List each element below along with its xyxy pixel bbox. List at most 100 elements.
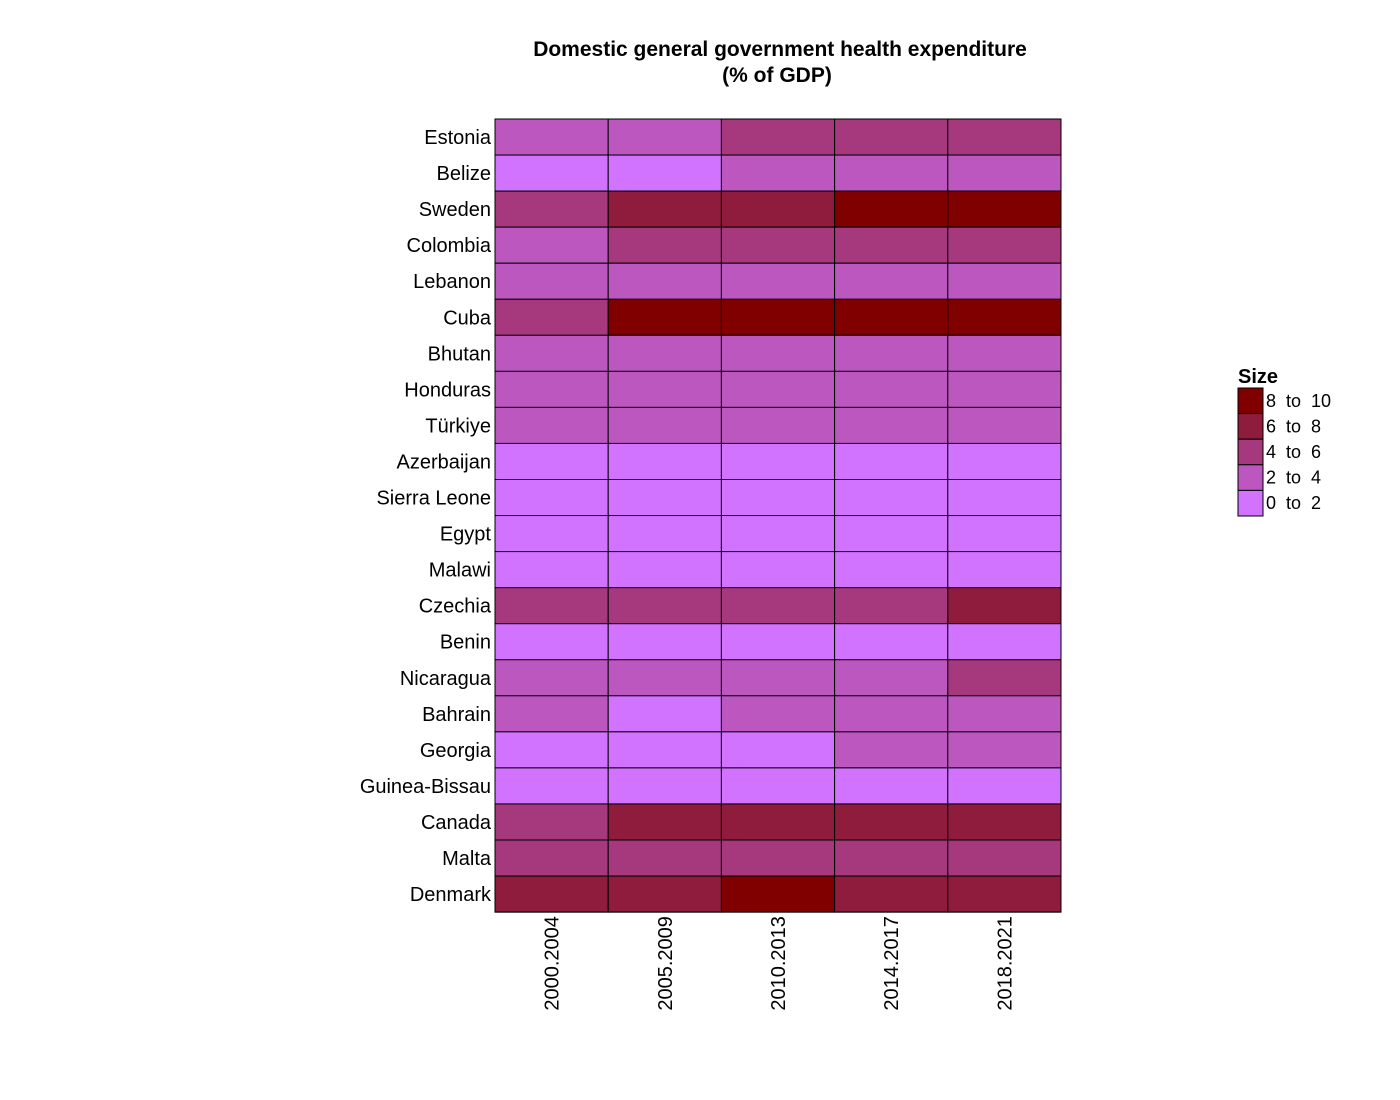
legend-swatch xyxy=(1237,438,1264,466)
y-tick-label: Bhutan xyxy=(428,343,491,365)
heatmap-cell-bahrain-2018-2021 xyxy=(947,695,1062,733)
heatmap-cell-malawi-2018-2021 xyxy=(947,551,1062,589)
legend-item: 0 to 2 xyxy=(1237,489,1321,517)
heatmap-cell-denmark-2000-2004 xyxy=(494,875,609,913)
heatmap-cell-honduras-2014-2017 xyxy=(834,370,949,408)
heatmap-cell-canada-2005-2009 xyxy=(607,803,722,841)
heatmap-cell-guinea-bissau-2014-2017 xyxy=(834,767,949,805)
legend-label: 0 to 2 xyxy=(1266,493,1321,513)
heatmap-cell-t-rkiye-2010-2013 xyxy=(720,406,836,444)
heatmap-frame xyxy=(494,118,1062,913)
chart-title-line-2: (% of GDP) xyxy=(722,64,832,87)
heatmap-cell-nicaragua-2000-2004 xyxy=(494,659,609,697)
heatmap-cell-estonia-2018-2021 xyxy=(947,118,1062,156)
heatmap-cell-cuba-2005-2009 xyxy=(607,298,722,336)
heatmap-cell-bhutan-2005-2009 xyxy=(607,334,722,372)
heatmap-cell-sweden-2005-2009 xyxy=(607,190,722,228)
y-tick-label: Czechia xyxy=(419,596,492,618)
heatmap-cell-honduras-2010-2013 xyxy=(720,370,836,408)
heatmap-cell-guinea-bissau-2000-2004 xyxy=(494,767,609,805)
y-axis-labels: Estonia Belize Sweden Colombia Lebanon Cuba Bh… xyxy=(360,127,492,906)
heatmap-cell-azerbaijan-2010-2013 xyxy=(720,442,836,481)
heatmap-cell-honduras-2018-2021 xyxy=(947,370,1062,408)
heatmap-cell-malawi-2014-2017 xyxy=(834,551,949,589)
heatmap-cell-canada-2010-2013 xyxy=(720,803,836,841)
heatmap-cell-denmark-2014-2017 xyxy=(834,875,949,913)
heatmap-cell-georgia-2014-2017 xyxy=(834,731,949,769)
heatmap-cell-lebanon-2014-2017 xyxy=(834,262,949,300)
legend-title: Size xyxy=(1238,366,1278,388)
legend-swatch xyxy=(1237,464,1264,491)
heatmap-cell-estonia-2000-2004 xyxy=(494,118,609,156)
x-tick-label: 2018.2021 xyxy=(994,916,1016,1011)
heatmap-cell-colombia-2000-2004 xyxy=(494,226,609,264)
heatmap-cell-colombia-2010-2013 xyxy=(720,226,836,264)
heatmap-cell-lebanon-2005-2009 xyxy=(607,262,722,300)
heatmap-cell-guinea-bissau-2010-2013 xyxy=(720,767,836,805)
heatmap-cell-benin-2000-2004 xyxy=(494,623,609,661)
heatmap-cell-bahrain-2014-2017 xyxy=(834,695,949,733)
legend-swatch xyxy=(1237,387,1264,415)
heatmap-cell-sweden-2018-2021 xyxy=(947,190,1062,228)
heatmap-cell-sierra-leone-2010-2013 xyxy=(720,479,836,517)
heatmap-cell-t-rkiye-2005-2009 xyxy=(607,406,722,444)
heatmap-cell-georgia-2010-2013 xyxy=(720,731,836,769)
heatmap-cell-czechia-2014-2017 xyxy=(834,587,949,625)
heatmap-cell-malta-2018-2021 xyxy=(947,839,1062,877)
x-tick-label: 2000.2004 xyxy=(542,916,564,1011)
heatmap-cell-georgia-2018-2021 xyxy=(947,731,1062,769)
y-tick-label: Georgia xyxy=(420,740,492,762)
y-tick-label: Türkiye xyxy=(425,415,491,437)
heatmap-cell-estonia-2005-2009 xyxy=(607,118,722,156)
y-tick-label: Nicaragua xyxy=(400,668,492,690)
heatmap-cell-malawi-2005-2009 xyxy=(607,551,722,589)
legend-label: 4 to 6 xyxy=(1266,442,1321,462)
y-tick-label: Lebanon xyxy=(413,271,491,293)
x-tick-label: 2010.2013 xyxy=(768,916,790,1011)
y-tick-label: Guinea-Bissau xyxy=(360,776,491,798)
x-tick-label: 2005.2009 xyxy=(655,916,677,1011)
heatmap-cell-sierra-leone-2014-2017 xyxy=(834,479,949,517)
heatmap-cell-belize-2018-2021 xyxy=(947,154,1062,192)
y-tick-label: Honduras xyxy=(404,379,491,401)
heatmap-cell-nicaragua-2005-2009 xyxy=(607,659,722,697)
chart-title-line-1: Domestic general government health expen… xyxy=(533,38,1027,61)
x-tick-label: 2014.2017 xyxy=(881,916,903,1011)
y-tick-label: Malawi xyxy=(429,560,491,582)
heatmap-cell-malawi-2000-2004 xyxy=(494,551,609,589)
heatmap-cell-malta-2014-2017 xyxy=(834,839,949,877)
heatmap-cell-sweden-2010-2013 xyxy=(720,190,836,228)
heatmap-cell-benin-2014-2017 xyxy=(834,623,949,661)
heatmap-cell-sierra-leone-2005-2009 xyxy=(607,479,722,517)
legend-label: 6 to 8 xyxy=(1266,416,1321,436)
heatmap-cell-azerbaijan-2000-2004 xyxy=(494,442,609,481)
heatmap-cell-sierra-leone-2000-2004 xyxy=(494,479,609,517)
heatmap-cell-estonia-2014-2017 xyxy=(834,118,949,156)
y-tick-label: Egypt xyxy=(440,524,492,546)
y-tick-label: Estonia xyxy=(424,127,492,149)
heatmap-cell-honduras-2005-2009 xyxy=(607,370,722,408)
heatmap-cell-sweden-2000-2004 xyxy=(494,190,609,228)
heatmap-cell-bahrain-2000-2004 xyxy=(494,695,609,733)
y-tick-label: Sierra Leone xyxy=(376,488,491,510)
heatmap-cell-guinea-bissau-2005-2009 xyxy=(607,767,722,805)
heatmap-cell-guinea-bissau-2018-2021 xyxy=(947,767,1062,805)
heatmap-cell-cuba-2010-2013 xyxy=(720,298,836,336)
heatmap-cell-belize-2000-2004 xyxy=(494,154,609,192)
heatmap-cell-cuba-2014-2017 xyxy=(834,298,949,336)
heatmap-cell-colombia-2005-2009 xyxy=(607,226,722,264)
heatmap-cell-denmark-2005-2009 xyxy=(607,875,722,913)
y-tick-label: Benin xyxy=(440,632,491,654)
legend-items: 8 to 10 6 to 8 4 to 6 2 to 4 0 to 2 xyxy=(1237,387,1331,517)
legend-item: 6 to 8 xyxy=(1237,413,1321,440)
heatmap-cell-azerbaijan-2018-2021 xyxy=(947,442,1062,481)
heatmap-cell-colombia-2014-2017 xyxy=(834,226,949,264)
heatmap-cell-t-rkiye-2018-2021 xyxy=(947,406,1062,444)
y-tick-label: Denmark xyxy=(410,884,492,906)
legend-item: 2 to 4 xyxy=(1237,464,1321,491)
heatmap-cell-denmark-2010-2013 xyxy=(720,875,836,913)
heatmap-cell-egypt-2018-2021 xyxy=(947,515,1062,553)
heatmap-cell-malta-2010-2013 xyxy=(720,839,836,877)
heatmap-cell-nicaragua-2010-2013 xyxy=(720,659,836,697)
heatmap-cell-nicaragua-2018-2021 xyxy=(947,659,1062,697)
